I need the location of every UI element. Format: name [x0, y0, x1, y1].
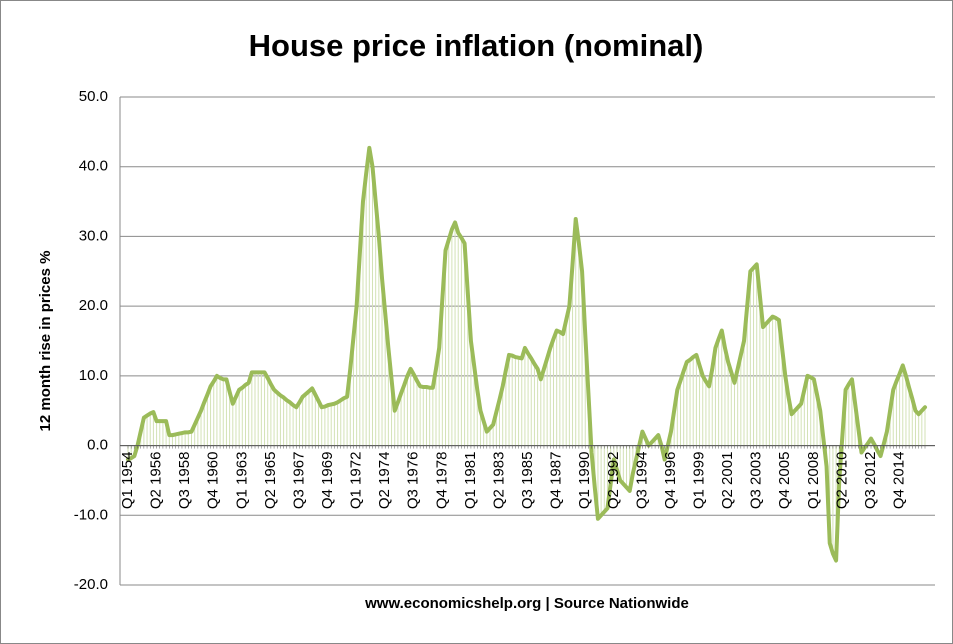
x-tick-label: Q4 1987	[548, 452, 565, 510]
x-tick-label: Q1 1972	[348, 452, 365, 510]
x-tick-label: Q1 1981	[462, 452, 479, 510]
x-tick-label: Q2 1983	[490, 452, 507, 510]
x-tick-label: Q4 1996	[662, 452, 679, 510]
x-tick-label: Q1 1963	[233, 452, 250, 510]
x-tick-label: Q1 1990	[576, 452, 593, 510]
x-tick-label: Q1 1954	[119, 452, 136, 510]
y-tick-label: -10.0	[74, 506, 108, 523]
data-line	[126, 145, 927, 563]
x-tick-label: Q2 1956	[148, 452, 165, 510]
chart-title: House price inflation (nominal)	[249, 28, 704, 63]
x-tick-label: Q3 2003	[748, 452, 765, 510]
x-tick-label: Q3 1994	[633, 452, 650, 510]
x-tick-label: Q4 1969	[319, 452, 336, 510]
x-tick-label: Q3 2012	[862, 452, 879, 510]
x-tick-label: Q2 2001	[719, 452, 736, 510]
x-tick-label: Q3 1976	[405, 452, 422, 510]
x-tick-label: Q3 1967	[290, 452, 307, 510]
x-axis-title: www.economicshelp.org | Source Nationwid…	[364, 595, 689, 612]
y-tick-label: 0.0	[87, 437, 108, 454]
y-tick-label: 30.0	[79, 227, 108, 244]
x-tick-label: Q2 1992	[605, 452, 622, 510]
y-tick-label: 50.0	[79, 88, 108, 105]
x-tick-label: Q3 1958	[176, 452, 193, 510]
y-tick-label: 20.0	[79, 297, 108, 314]
y-axis-title: 12 month rise in prices %	[37, 251, 54, 432]
x-tick-label: Q2 2010	[833, 452, 850, 510]
y-tick-label: 40.0	[79, 158, 108, 175]
y-tick-label: -20.0	[74, 576, 108, 593]
x-tick-label: Q4 1960	[205, 452, 222, 510]
x-tick-label: Q4 1978	[433, 452, 450, 510]
x-tick-label: Q4 2005	[776, 452, 793, 510]
x-tick-label: Q1 1999	[691, 452, 708, 510]
x-tick-label: Q4 2014	[891, 452, 908, 510]
x-tick-label: Q1 2008	[805, 452, 822, 510]
y-tick-label: 10.0	[79, 367, 108, 384]
x-tick-label: Q2 1965	[262, 452, 279, 510]
x-tick-label: Q3 1985	[519, 452, 536, 510]
x-tick-label: Q2 1974	[376, 452, 393, 510]
